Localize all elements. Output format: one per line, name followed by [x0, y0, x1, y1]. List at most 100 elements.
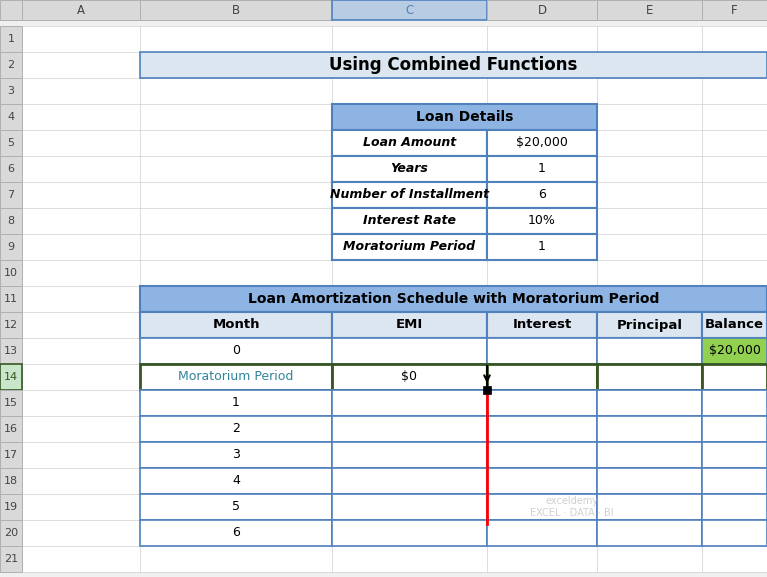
Bar [332, 520, 487, 546]
Bar [597, 468, 702, 494]
Text: Loan Amortization Schedule with Moratorium Period: Loan Amortization Schedule with Moratori… [248, 292, 659, 306]
Bar [0, 416, 22, 442]
Text: 6: 6 [8, 164, 15, 174]
Bar [0, 312, 22, 338]
Text: 6: 6 [232, 526, 240, 539]
Text: D: D [538, 3, 547, 17]
Text: 10: 10 [4, 268, 18, 278]
Bar [702, 390, 767, 416]
Text: 17: 17 [4, 450, 18, 460]
Text: 5: 5 [8, 138, 15, 148]
Bar [0, 364, 22, 390]
Text: 0: 0 [232, 344, 240, 358]
Bar [0, 104, 22, 130]
Text: 11: 11 [4, 294, 18, 304]
Bar [0, 468, 22, 494]
Bar [332, 312, 487, 338]
Bar [22, 0, 140, 20]
Bar [597, 312, 702, 338]
Text: 1: 1 [538, 241, 546, 253]
Text: Principal: Principal [617, 319, 683, 332]
Bar [487, 156, 597, 182]
Text: 1: 1 [232, 396, 240, 410]
Text: 12: 12 [4, 320, 18, 330]
Text: 15: 15 [4, 398, 18, 408]
Bar [702, 468, 767, 494]
Bar [702, 416, 767, 442]
Bar [702, 442, 767, 468]
Text: 9: 9 [8, 242, 15, 252]
Bar [487, 312, 597, 338]
Bar [140, 442, 332, 468]
Bar [332, 338, 487, 364]
Bar [0, 156, 22, 182]
Bar [140, 416, 332, 442]
Bar [487, 338, 597, 364]
Text: Moratorium Period: Moratorium Period [344, 241, 476, 253]
Text: 1: 1 [8, 34, 15, 44]
Bar [140, 286, 767, 312]
Bar [0, 338, 22, 364]
Text: 3: 3 [8, 86, 15, 96]
Bar [597, 416, 702, 442]
Text: 4: 4 [8, 112, 15, 122]
Text: B: B [232, 3, 240, 17]
Text: 7: 7 [8, 190, 15, 200]
Text: Month: Month [212, 319, 260, 332]
Text: C: C [406, 3, 413, 17]
Bar [487, 390, 597, 416]
Bar [332, 0, 487, 20]
Bar [0, 442, 22, 468]
Bar [0, 234, 22, 260]
Text: Interest Rate: Interest Rate [363, 215, 456, 227]
Bar [487, 442, 597, 468]
Bar [140, 312, 332, 338]
Bar [332, 208, 487, 234]
Text: A: A [77, 3, 85, 17]
Bar [597, 442, 702, 468]
Bar [140, 494, 332, 520]
Bar [0, 78, 22, 104]
Bar [702, 0, 767, 20]
Bar [332, 442, 487, 468]
Text: 4: 4 [232, 474, 240, 488]
Text: Loan Details: Loan Details [416, 110, 513, 124]
Text: EMI: EMI [396, 319, 423, 332]
Text: Years: Years [390, 163, 429, 175]
Bar [487, 234, 597, 260]
Bar [483, 386, 491, 394]
Bar [0, 130, 22, 156]
Bar [702, 494, 767, 520]
Bar [0, 26, 22, 52]
Text: $20,000: $20,000 [709, 344, 760, 358]
Text: Balance: Balance [705, 319, 764, 332]
Bar [332, 494, 487, 520]
Bar [702, 364, 767, 390]
Text: Interest: Interest [512, 319, 571, 332]
Text: 19: 19 [4, 502, 18, 512]
Bar [0, 494, 22, 520]
Bar [0, 260, 22, 286]
Text: 13: 13 [4, 346, 18, 356]
Bar [332, 104, 597, 130]
Bar [487, 494, 597, 520]
Bar [140, 0, 332, 20]
Bar [332, 390, 487, 416]
Bar [140, 520, 332, 546]
Bar [332, 156, 487, 182]
Bar [140, 52, 767, 78]
Text: 2: 2 [8, 60, 15, 70]
Bar [332, 234, 487, 260]
Text: 10%: 10% [528, 215, 556, 227]
Bar [597, 0, 702, 20]
Bar [487, 520, 597, 546]
Bar [140, 468, 332, 494]
Text: 2: 2 [232, 422, 240, 436]
Text: $0: $0 [401, 370, 417, 384]
Text: 6: 6 [538, 189, 546, 201]
Text: 18: 18 [4, 476, 18, 486]
Bar [0, 0, 22, 20]
Text: 5: 5 [232, 500, 240, 514]
Bar [702, 520, 767, 546]
Bar [597, 338, 702, 364]
